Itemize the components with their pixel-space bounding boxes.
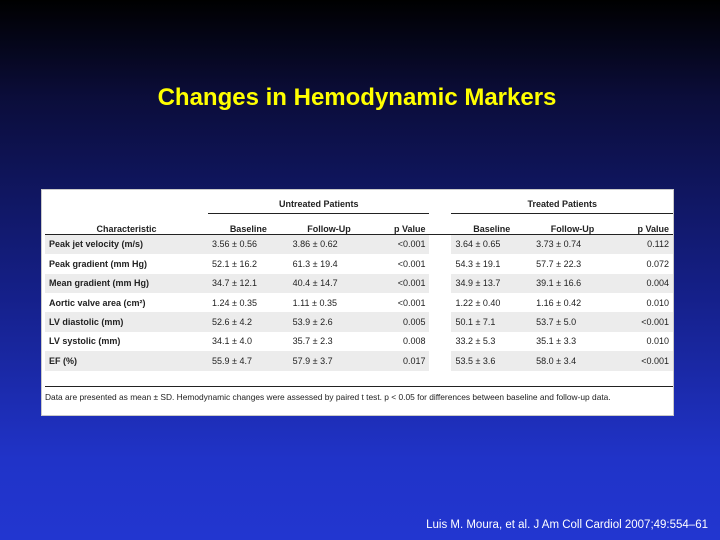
untreated-p-value-cell: <0.001 [369, 292, 430, 313]
treated-baseline-cell: 54.3 ± 19.1 [451, 254, 533, 274]
treated-follow-up-header: Follow-Up [532, 213, 613, 235]
treated-p-value-cell: <0.001 [612, 312, 673, 332]
table-row: Peak gradient (mm Hg) 52.1 ± 16.2 61.3 ±… [45, 254, 673, 274]
untreated-follow-up-cell: 3.86 ± 0.62 [288, 234, 370, 255]
untreated-follow-up-cell: 57.9 ± 3.7 [288, 351, 370, 371]
group-gap [429, 194, 451, 214]
treated-baseline-cell: 50.1 ± 7.1 [451, 312, 533, 332]
untreated-baseline-cell: 1.24 ± 0.35 [208, 292, 289, 313]
treated-baseline-cell: 33.2 ± 5.3 [451, 331, 533, 352]
table-row: LV systolic (mm) 34.1 ± 4.0 35.7 ± 2.3 0… [45, 331, 673, 352]
treated-follow-up-cell: 57.7 ± 22.3 [532, 254, 613, 274]
untreated-baseline-cell: 52.1 ± 16.2 [208, 254, 289, 274]
treated-follow-up-cell: 39.1 ± 16.6 [532, 273, 613, 293]
treated-follow-up-cell: 53.7 ± 5.0 [532, 312, 613, 332]
treated-baseline-cell: 1.22 ± 0.40 [451, 292, 533, 313]
row-gap [429, 332, 451, 351]
row-gap [429, 234, 451, 254]
treated-p-value-cell: 0.004 [612, 273, 673, 293]
treated-follow-up-cell: 35.1 ± 3.3 [532, 331, 613, 352]
treated-baseline-cell: 53.5 ± 3.6 [451, 351, 533, 371]
row-gap [429, 351, 451, 370]
treated-follow-up-cell: 3.73 ± 0.74 [532, 234, 613, 255]
row-label: LV systolic (mm) [45, 331, 208, 352]
treated-p-value-cell: <0.001 [612, 351, 673, 371]
treated-follow-up-cell: 58.0 ± 3.4 [532, 351, 613, 371]
untreated-group-header: Untreated Patients [208, 194, 430, 215]
treated-group-header: Treated Patients [451, 194, 673, 215]
untreated-p-value-cell: <0.001 [369, 254, 430, 274]
treated-p-value-cell: 0.010 [612, 331, 673, 352]
row-label: LV diastolic (mm) [45, 312, 208, 332]
untreated-baseline-cell: 34.7 ± 12.1 [208, 273, 289, 293]
slide-title: Changes in Hemodynamic Markers [157, 84, 557, 111]
untreated-p-value-header: p Value [369, 213, 430, 235]
treated-baseline-cell: 34.9 ± 13.7 [451, 273, 533, 293]
table-row: EF (%) 55.9 ± 4.7 57.9 ± 3.7 0.017 53.5 … [45, 351, 673, 371]
untreated-p-value-cell: 0.008 [369, 331, 430, 352]
characteristic-header: Characteristic [45, 213, 208, 235]
untreated-p-value-cell: 0.005 [369, 312, 430, 332]
treated-p-value-cell: 0.010 [612, 292, 673, 313]
table-footnote: Data are presented as mean ± SD. Hemodyn… [45, 386, 673, 404]
table-row: Peak jet velocity (m/s) 3.56 ± 0.56 3.86… [45, 234, 673, 255]
group-header-spacer [45, 194, 208, 214]
table-row: Mean gradient (mm Hg) 34.7 ± 12.1 40.4 ±… [45, 273, 673, 293]
untreated-follow-up-cell: 53.9 ± 2.6 [288, 312, 370, 332]
untreated-baseline-cell: 34.1 ± 4.0 [208, 331, 289, 352]
untreated-follow-up-header: Follow-Up [288, 213, 370, 235]
treated-p-value-header: p Value [612, 213, 673, 235]
column-header-row: Characteristic Baseline Follow-Up p Valu… [45, 213, 673, 235]
untreated-p-value-cell: 0.017 [369, 351, 430, 371]
untreated-baseline-header: Baseline [208, 213, 289, 235]
group-header-row: Untreated Patients Treated Patients [45, 194, 673, 215]
untreated-p-value-cell: <0.001 [369, 234, 430, 255]
citation: Luis M. Moura, et al. J Am Coll Cardiol … [426, 519, 708, 531]
untreated-p-value-cell: <0.001 [369, 273, 430, 293]
untreated-baseline-cell: 52.6 ± 4.2 [208, 312, 289, 332]
row-label: Mean gradient (mm Hg) [45, 273, 208, 293]
column-gap [429, 213, 452, 235]
row-label: Peak jet velocity (m/s) [45, 234, 208, 255]
hemodynamic-table: Untreated Patients Treated Patients Char… [45, 194, 673, 371]
row-gap [429, 312, 451, 331]
treated-baseline-cell: 3.64 ± 0.65 [451, 234, 533, 255]
table-row: LV diastolic (mm) 52.6 ± 4.2 53.9 ± 2.6 … [45, 312, 673, 332]
hemodynamic-table-panel: Untreated Patients Treated Patients Char… [41, 189, 674, 416]
treated-follow-up-cell: 1.16 ± 0.42 [532, 292, 613, 313]
row-label: EF (%) [45, 351, 208, 371]
untreated-follow-up-cell: 1.11 ± 0.35 [288, 292, 370, 313]
treated-p-value-cell: 0.112 [612, 234, 673, 255]
row-gap [429, 293, 451, 312]
untreated-follow-up-cell: 35.7 ± 2.3 [288, 331, 370, 352]
treated-baseline-header: Baseline [451, 213, 533, 235]
table-row: Aortic valve area (cm²) 1.24 ± 0.35 1.11… [45, 292, 673, 313]
untreated-follow-up-cell: 40.4 ± 14.7 [288, 273, 370, 293]
row-label: Aortic valve area (cm²) [45, 292, 208, 313]
untreated-baseline-cell: 3.56 ± 0.56 [208, 234, 289, 255]
row-label: Peak gradient (mm Hg) [45, 254, 208, 274]
treated-p-value-cell: 0.072 [612, 254, 673, 274]
untreated-follow-up-cell: 61.3 ± 19.4 [288, 254, 370, 274]
row-gap [429, 274, 451, 293]
untreated-baseline-cell: 55.9 ± 4.7 [208, 351, 289, 371]
row-gap [429, 254, 451, 273]
